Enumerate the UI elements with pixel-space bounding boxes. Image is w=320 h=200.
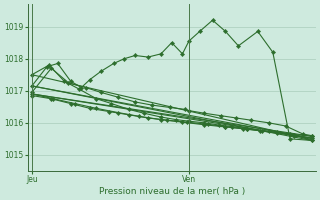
X-axis label: Pression niveau de la mer( hPa ): Pression niveau de la mer( hPa ) bbox=[99, 187, 245, 196]
